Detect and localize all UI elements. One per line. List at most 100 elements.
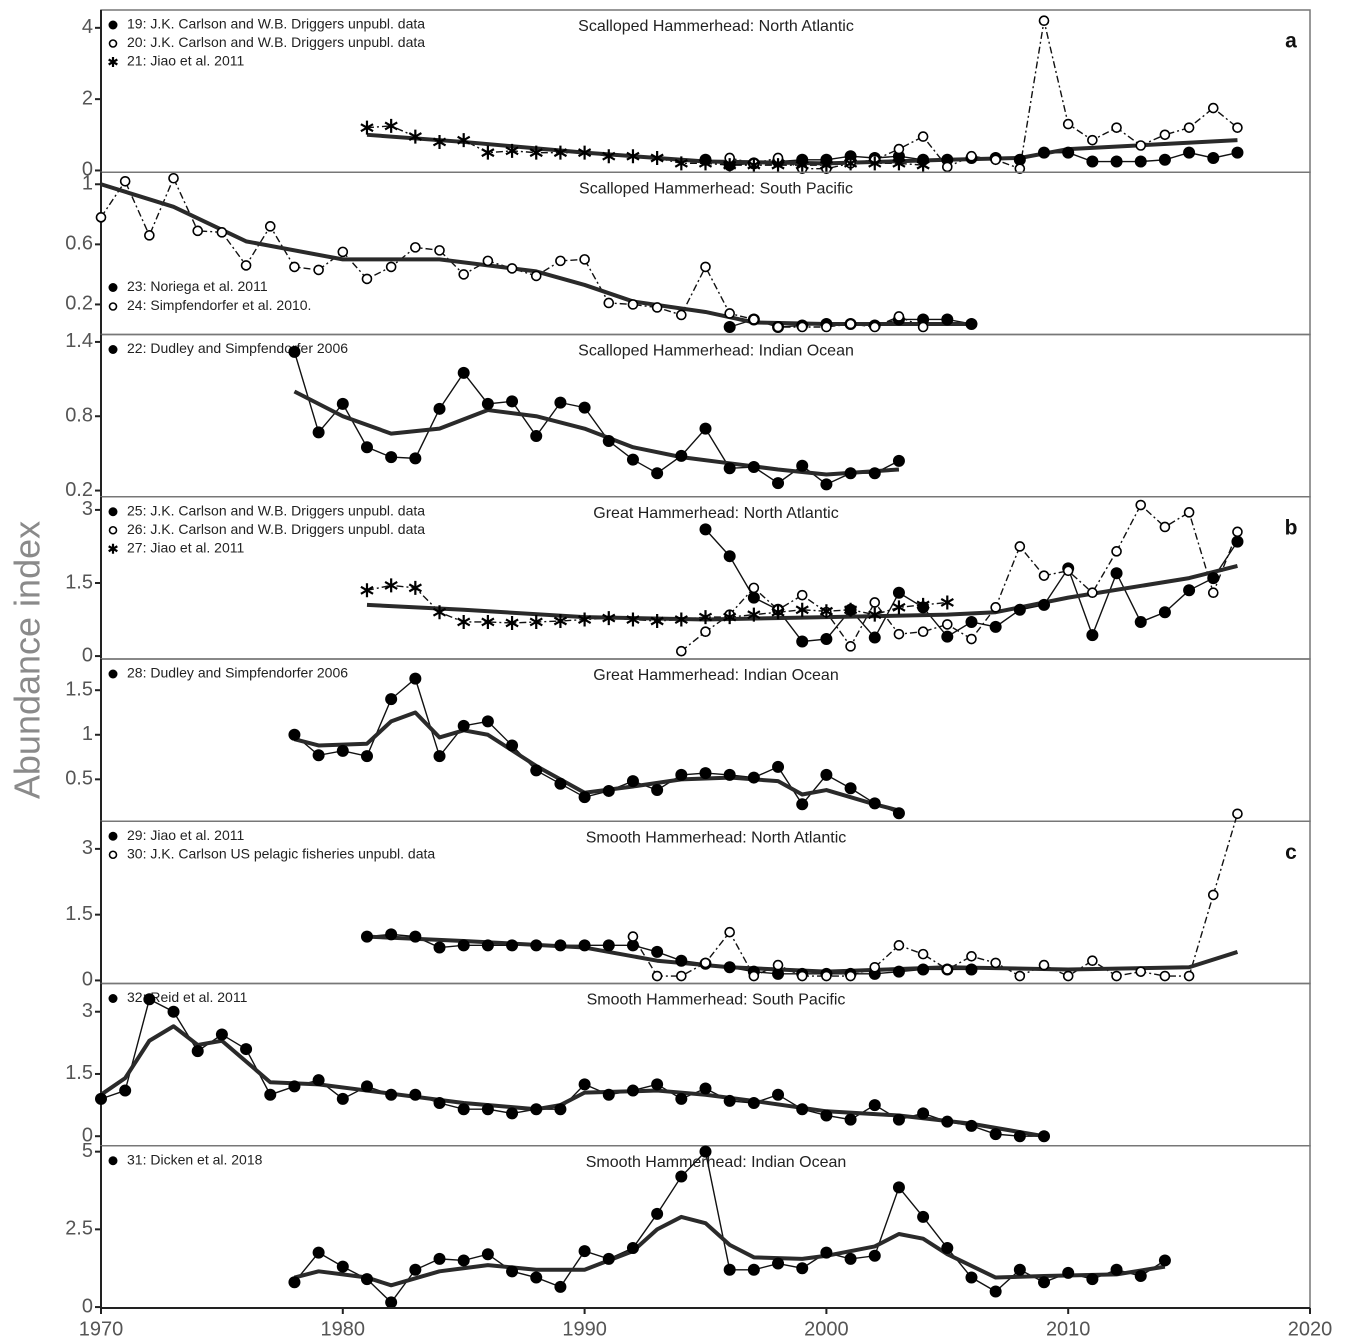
data-point	[602, 611, 616, 626]
data-point	[506, 395, 519, 408]
data-point	[892, 600, 906, 615]
data-point	[893, 628, 905, 640]
data-point	[289, 261, 300, 273]
data-point	[893, 143, 905, 155]
data-point	[529, 614, 543, 629]
legend-marker	[108, 39, 118, 48]
data-point	[433, 1252, 446, 1265]
data-point	[1183, 970, 1195, 982]
data-point	[578, 939, 591, 952]
trend-line	[366, 934, 1239, 974]
data-point	[1183, 584, 1196, 597]
data-point	[844, 467, 857, 480]
data-point	[868, 607, 882, 622]
data-point	[1013, 1263, 1026, 1276]
data-point	[457, 939, 470, 952]
data-point	[795, 602, 809, 617]
data-point	[868, 1249, 881, 1262]
data-point	[820, 768, 833, 781]
data-point	[917, 1210, 930, 1223]
series-line	[293, 351, 900, 486]
y-tick-label: 3	[82, 498, 93, 520]
data-point	[553, 613, 568, 628]
y-tick-label: 1.5	[65, 1062, 93, 1084]
data-point	[144, 230, 155, 241]
y-tick-label: 2	[82, 87, 93, 109]
data-point	[1110, 155, 1123, 168]
data-point	[845, 641, 856, 652]
legend-label: 31: Dicken et al. 2018	[127, 1151, 263, 1167]
data-point	[554, 1103, 567, 1116]
legend-marker	[108, 1156, 118, 1166]
data-point	[796, 635, 809, 648]
data-point	[626, 1242, 639, 1255]
data-point	[892, 965, 905, 978]
data-point	[868, 467, 881, 480]
data-point	[941, 313, 954, 326]
data-point	[868, 797, 881, 810]
data-point	[360, 441, 373, 454]
data-point	[385, 1088, 398, 1101]
data-point	[1135, 966, 1147, 977]
legend-label: 24: Simpfendorfer et al. 2010.	[127, 297, 311, 313]
data-point	[506, 1107, 519, 1120]
data-point	[1231, 535, 1244, 548]
legend-marker	[108, 543, 118, 554]
data-point	[432, 605, 447, 620]
data-point	[917, 321, 929, 333]
data-point	[288, 728, 301, 741]
legend-label: 22: Dudley and Simpfendorfer 2006	[127, 340, 348, 356]
data-point	[554, 396, 567, 409]
data-point	[917, 131, 929, 142]
y-tick-label: 1.5	[65, 571, 93, 593]
data-point	[819, 604, 834, 619]
data-point	[433, 1097, 446, 1110]
data-point	[892, 454, 905, 467]
series-line	[632, 813, 1239, 977]
data-point	[578, 1245, 591, 1258]
data-point	[434, 245, 445, 256]
data-point	[288, 1276, 301, 1289]
y-tick-label: 1.4	[65, 330, 93, 352]
data-point	[627, 299, 639, 310]
data-point	[481, 939, 494, 952]
data-point	[796, 1262, 809, 1275]
data-point	[1134, 615, 1147, 628]
y-tick-label: 0.6	[65, 233, 93, 255]
data-point	[457, 366, 470, 379]
data-point	[1062, 970, 1074, 982]
data-point	[700, 957, 711, 969]
series-line	[366, 125, 924, 166]
data-point	[336, 397, 349, 410]
panel-title: Smooth Hammerhead: North Atlantic	[586, 829, 847, 846]
data-point	[893, 311, 905, 322]
data-point	[481, 1103, 494, 1116]
data-point	[747, 771, 760, 784]
data-point	[1062, 1266, 1075, 1279]
legend-label: 27: Jiao et al. 2011	[127, 539, 244, 555]
data-point	[1014, 163, 1026, 174]
data-point	[602, 435, 615, 448]
data-point	[577, 145, 592, 160]
data-point	[675, 1170, 688, 1183]
data-point	[360, 120, 374, 135]
data-point	[723, 1263, 736, 1276]
data-point	[1038, 598, 1051, 611]
data-point	[990, 957, 1001, 969]
y-tick-label: 1	[82, 173, 93, 195]
data-point	[845, 970, 856, 982]
data-point	[748, 970, 760, 982]
data-point	[1135, 499, 1147, 511]
x-tick-label: 2020	[1288, 1318, 1333, 1340]
data-point	[748, 314, 760, 325]
data-point	[530, 939, 543, 952]
trend-line	[293, 389, 900, 477]
data-point	[675, 768, 688, 781]
data-point	[457, 1103, 470, 1116]
data-point	[168, 172, 179, 184]
data-point	[336, 1260, 349, 1273]
data-point	[1038, 570, 1050, 581]
data-point	[336, 744, 349, 757]
data-point	[1111, 970, 1122, 982]
data-point	[1232, 122, 1243, 133]
